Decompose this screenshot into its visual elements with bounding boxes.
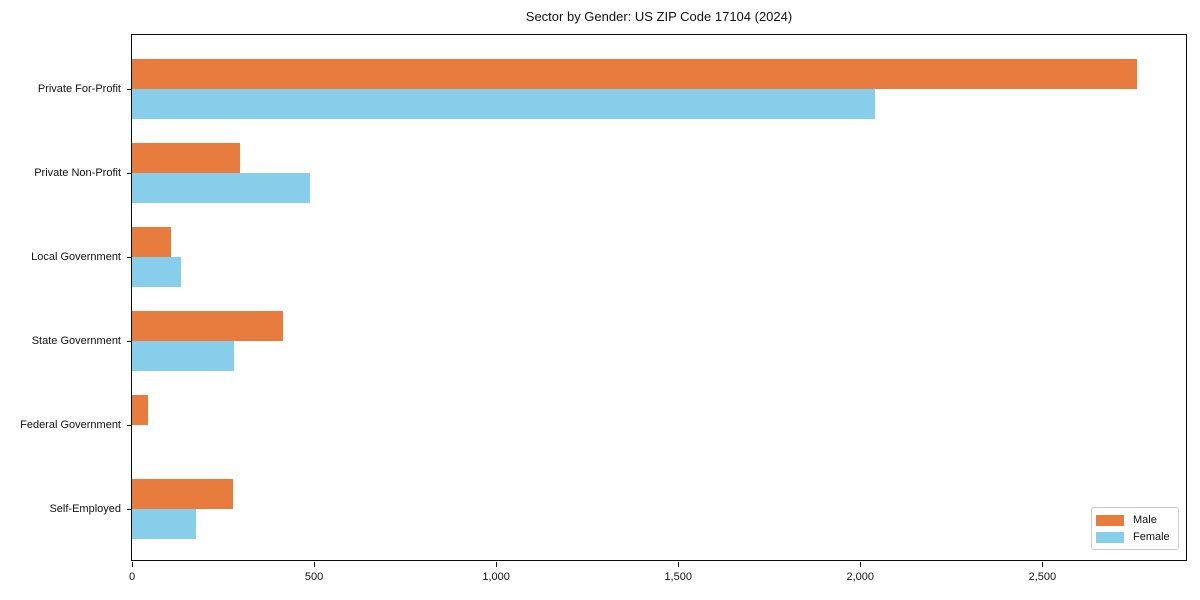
legend-item-female: Female — [1096, 531, 1170, 543]
x-tick-label-0: 0 — [128, 571, 136, 583]
x-tick-mark-1000 — [495, 562, 497, 567]
bar-female-private-for-profit — [132, 89, 875, 119]
x-tick-label-1000: 1,000 — [482, 571, 510, 583]
x-tick-label-2000: 2,000 — [846, 571, 875, 583]
x-tick-mark-1500 — [677, 562, 679, 567]
x-tick-mark-500 — [313, 562, 315, 567]
x-tick-mark-2000 — [859, 562, 861, 567]
legend-item-male: Male — [1096, 514, 1170, 526]
y-tick-mark-private-non-profit — [127, 172, 132, 174]
bar-male-private-for-profit — [132, 59, 1137, 89]
x-tick-label-500: 500 — [304, 571, 324, 583]
bar-female-self-employed — [132, 509, 197, 539]
legend: Male Female — [1091, 507, 1179, 550]
bar-male-federal-government — [132, 395, 148, 425]
y-tick-label-state-government: State Government — [31, 335, 121, 347]
y-tick-label-private-non-profit: Private Non-Profit — [34, 167, 121, 179]
bar-female-state-government — [132, 341, 234, 371]
plot-area: Private For-Profit Private Non-Profit Loca… — [20, 34, 1187, 583]
bar-female-private-non-profit — [132, 173, 311, 203]
x-tick-mark-0 — [131, 562, 133, 567]
y-tick-mark-federal-government — [127, 424, 132, 426]
legend-label-female: Female — [1133, 531, 1170, 543]
chart-title: Sector by Gender: US ZIP Code 17104 (202… — [525, 9, 793, 24]
bar-male-state-government — [132, 311, 284, 341]
y-tick-mark-self-employed — [127, 508, 132, 510]
bar-female-local-government — [132, 257, 182, 287]
bar-male-private-non-profit — [132, 143, 241, 173]
y-tick-label-local-government: Local Government — [31, 251, 121, 263]
bar-male-self-employed — [132, 479, 233, 509]
x-tick-label-1500: 1,500 — [664, 571, 692, 583]
y-tick-mark-private-for-profit — [127, 88, 132, 90]
bar-male-local-government — [132, 227, 171, 257]
y-tick-mark-local-government — [127, 256, 132, 258]
x-tick-mark-2500 — [1041, 562, 1043, 567]
male-swatch-icon — [1096, 514, 1124, 526]
y-tick-label-federal-government: Federal Government — [20, 419, 121, 431]
y-tick-mark-state-government — [127, 340, 132, 342]
y-tick-label-self-employed: Self-Employed — [49, 503, 121, 515]
x-tick-label-2500: 2,500 — [1028, 571, 1057, 583]
legend-label-male: Male — [1133, 514, 1157, 526]
y-tick-label-private-for-profit: Private For-Profit — [37, 83, 121, 95]
female-swatch-icon — [1096, 531, 1124, 543]
